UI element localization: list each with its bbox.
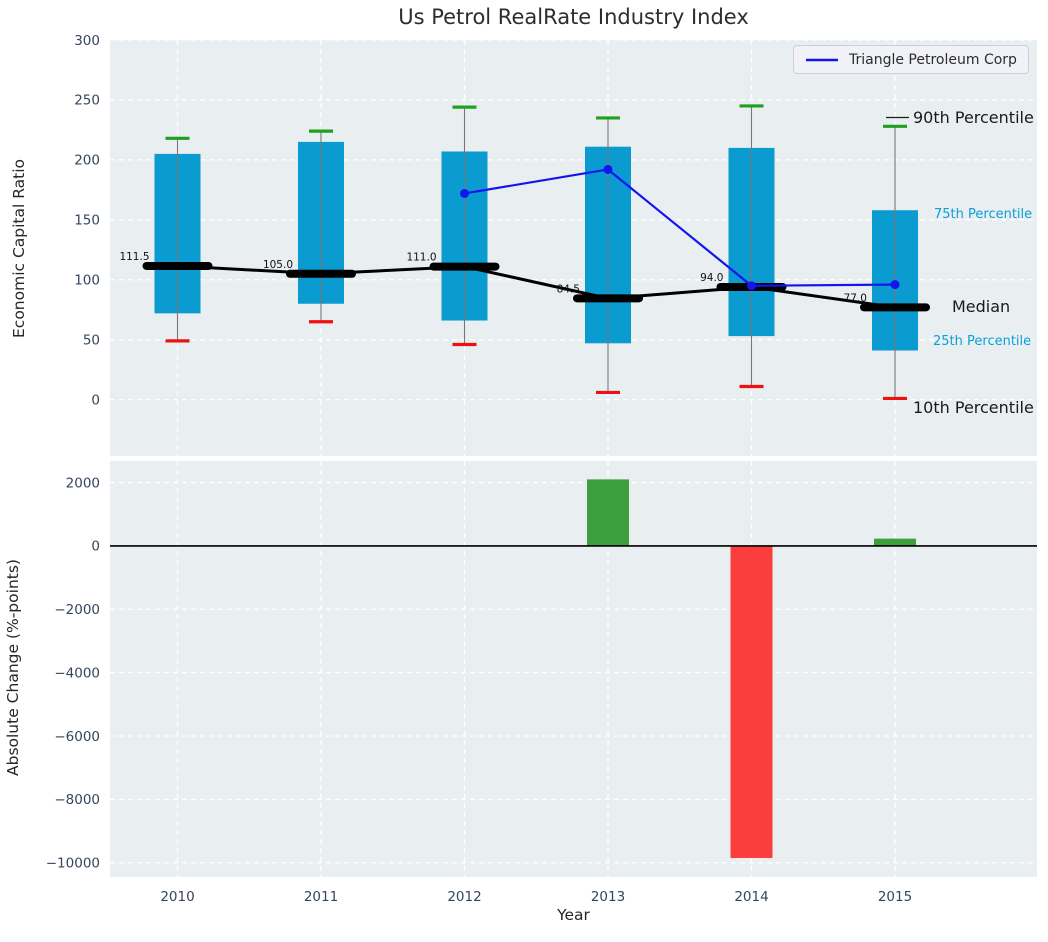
- median-value-2012: 111.0: [406, 252, 436, 264]
- top-y-tick-label: 300: [74, 33, 100, 49]
- change-bar-2015: [874, 538, 916, 546]
- x-axis-title: Year: [557, 906, 590, 924]
- x-tick-label: 2013: [591, 889, 625, 905]
- label-median: Median: [952, 297, 1011, 316]
- x-tick-label: 2015: [878, 889, 912, 905]
- top-y-tick-label: 50: [83, 333, 100, 349]
- legend-series-label: Triangle Petroleum Corp: [849, 51, 1017, 68]
- company-line: [464, 168, 896, 287]
- bottom-y-tick-label: −10000: [46, 856, 100, 872]
- legend-box: Triangle Petroleum Corp: [793, 45, 1029, 74]
- company-point-2015: [890, 280, 900, 290]
- label-25th-percentile: 25th Percentile: [933, 334, 1032, 349]
- median-value-2014: 94.0: [700, 272, 723, 284]
- top-y-tick-label: 200: [74, 153, 100, 169]
- bottom-y-tick-label: −6000: [54, 729, 100, 745]
- bottom-y-tick-label: 2000: [66, 475, 100, 491]
- label-90th-percentile: 90th Percentile: [913, 108, 1034, 127]
- chart-title: Us Petrol RealRate Industry Index: [398, 5, 749, 29]
- company-point-2012: [460, 188, 469, 198]
- top-y-tick-label: 0: [91, 392, 100, 408]
- company-point-2013: [603, 164, 613, 174]
- label-75th-percentile: 75th Percentile: [934, 207, 1033, 222]
- company-point-2014: [747, 281, 756, 291]
- x-tick-label: 2011: [304, 889, 338, 905]
- bottom-panel-background: [110, 461, 1037, 877]
- top-y-axis-title: Economic Capital Ratio: [10, 158, 28, 338]
- x-tick-label: 2010: [160, 889, 194, 905]
- x-tick-label: 2012: [447, 889, 481, 905]
- median-value-2015: 77.0: [844, 292, 867, 304]
- median-value-2011: 105.0: [263, 259, 293, 271]
- bottom-y-tick-label: 0: [91, 539, 100, 555]
- bottom-y-tick-label: −4000: [54, 665, 100, 681]
- bottom-y-tick-label: −2000: [54, 602, 100, 618]
- change-bar-2014: [730, 545, 773, 858]
- top-y-tick-label: 250: [74, 93, 100, 109]
- legend-line-icon: [806, 58, 838, 61]
- bottom-y-tick-label: −8000: [54, 792, 100, 808]
- bottom-y-axis-title: Absolute Change (%-points): [4, 559, 22, 777]
- x-tick-label: 2014: [734, 889, 768, 905]
- median-value-2013: 84.5: [557, 283, 580, 295]
- median-value-2010: 111.5: [119, 251, 149, 263]
- top-y-tick-label: 150: [74, 213, 100, 229]
- change-bar-2013: [587, 479, 629, 546]
- label-10th-percentile: 10th Percentile: [913, 398, 1034, 417]
- top-y-tick-label: 100: [74, 273, 100, 289]
